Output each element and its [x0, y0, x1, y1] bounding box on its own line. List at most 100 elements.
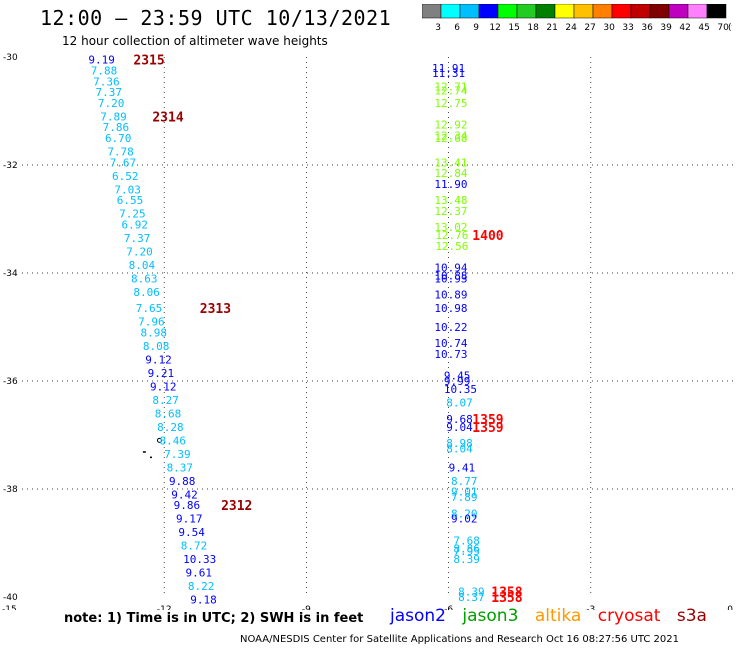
swh-value-label: 9.01	[451, 486, 478, 499]
swh-value-label: 9.88	[169, 475, 196, 488]
swh-value-label: 8.39	[453, 553, 480, 566]
swh-value-label: 8.04	[129, 259, 156, 272]
scale-label: 24	[565, 23, 577, 33]
swh-value-label: 8.98	[446, 437, 473, 450]
swh-value-label: 7.20	[98, 97, 125, 110]
scale-label: 18	[527, 23, 539, 33]
scale-label: 42	[679, 23, 690, 33]
swh-value-label: 10.98	[434, 302, 467, 315]
swh-value-label: 10.73	[434, 348, 467, 361]
time-label: 1359	[472, 421, 503, 436]
legend-s3a: s3a	[676, 606, 707, 626]
legend-jason2: jason2	[390, 606, 446, 626]
y-tick-label: -34	[3, 269, 18, 279]
swh-value-label: 10.35	[444, 383, 477, 396]
swh-value-label: 7.03	[114, 183, 140, 196]
swh-value-label: 8.22	[188, 580, 215, 593]
swh-value-label: 9.12	[145, 353, 172, 366]
y-tick-label: -40	[3, 593, 18, 603]
scale-label: 15	[508, 23, 519, 33]
swh-value-label: 9.45	[444, 370, 471, 383]
legend-jason3: jason3	[462, 606, 519, 626]
scale-label: 30	[603, 23, 615, 33]
scale-label: 3	[435, 23, 441, 33]
swh-value-label: 12.74	[434, 84, 467, 97]
swh-value-label: 7.65	[136, 302, 163, 315]
swh-value-label: 11.90	[434, 178, 467, 191]
swh-value-label: 13.41	[434, 156, 467, 169]
swh-value-label: 10.88	[434, 270, 467, 283]
swh-value-label: 8.04	[446, 443, 473, 456]
swh-value-label: 7.25	[119, 208, 146, 221]
legend-cryosat: cryosat	[597, 606, 661, 626]
swh-value-label: 12.84	[434, 167, 467, 180]
time-label: 1358	[491, 591, 522, 606]
swh-value-label: 8.68	[155, 407, 182, 420]
swh-value-label: 9.04	[446, 421, 473, 434]
swh-value-label: 8.37	[458, 591, 485, 604]
swh-value-label: 10.74	[434, 337, 467, 350]
swh-value-label: 11.91	[432, 62, 465, 75]
time-label: 1358	[491, 586, 522, 601]
x-tick-label: -9	[302, 605, 311, 610]
y-tick-label: -38	[3, 485, 18, 495]
swh-value-label: 9.02	[451, 513, 478, 526]
note-text: note: 1) Time is in UTC; 2) SWH is in fe…	[64, 611, 364, 626]
scale-label: 21	[546, 23, 557, 33]
swh-value-label: 9.21	[148, 367, 175, 380]
x-tick-label: -3	[586, 605, 595, 610]
time-label: 1359	[472, 413, 503, 428]
scale-label: 9	[473, 23, 479, 33]
swh-value-label: 13.02	[434, 221, 467, 234]
swh-value-label: 12.92	[434, 119, 467, 132]
swh-value-label: 9.68	[446, 413, 473, 426]
swh-value-label: 7.37	[95, 86, 122, 99]
scale-label: 45	[698, 23, 709, 33]
swh-value-label: 8.27	[152, 394, 179, 407]
swh-value-label: 12.68	[434, 132, 467, 145]
time-label: 2314	[152, 110, 183, 125]
swh-value-label: 8.72	[181, 540, 208, 553]
swh-value-label: 7.86	[103, 121, 130, 134]
swh-value-label: 8.98	[141, 326, 168, 339]
swh-value-label: 8.06	[133, 286, 160, 299]
swh-value-label: 8.39	[458, 586, 485, 599]
swh-value-label: 7.39	[164, 448, 191, 461]
swh-value-label: 7.37	[124, 232, 151, 245]
swh-value-label: 6.92	[122, 218, 149, 231]
scale-label: (ft)	[728, 23, 732, 33]
swh-value-label: 8.08	[143, 340, 170, 353]
swh-value-label: 12.34	[434, 129, 467, 142]
swh-value-label: 12.75	[434, 97, 467, 110]
swh-value-label: 6.52	[112, 170, 139, 183]
time-label: 2313	[200, 302, 231, 317]
swh-value-label: 8.77	[451, 475, 478, 488]
swh-value-label: 13.48	[434, 194, 467, 207]
swh-value-label: 8.46	[159, 434, 186, 447]
swh-value-label: 10.22	[434, 321, 467, 334]
scale-label: 70	[717, 23, 729, 33]
swh-value-label: 7.95	[453, 545, 480, 558]
swh-value-label: 8.20	[451, 507, 478, 520]
swh-value-label: 7.89	[100, 110, 127, 123]
x-tick-label: 0	[727, 605, 733, 610]
swh-value-label: 7.36	[93, 75, 120, 88]
swh-value-label: 8.28	[157, 421, 184, 434]
swh-value-label: 7.78	[107, 146, 134, 159]
wave-height-chart: -30-32-34-36-38-40-15 -12 -9 -6 -3 09.197.887…	[2, 53, 733, 610]
scale-label: 12	[489, 23, 500, 33]
swh-value-label: 10.89	[434, 289, 467, 302]
swh-value-label: 6.55	[117, 194, 144, 207]
swh-value-label: 9.17	[176, 513, 203, 526]
swh-value-label: 8.86	[453, 542, 480, 555]
swh-value-label: 9.86	[174, 499, 201, 512]
swh-value-label: 8.37	[167, 461, 194, 474]
footer-credit: NOAA/NESDIS Center for Satellite Applica…	[240, 634, 679, 645]
scale-label: 33	[622, 23, 633, 33]
swh-value-label: 7.68	[453, 534, 480, 547]
swh-value-label: 10.93	[434, 272, 467, 285]
swh-value-label: 9.99	[444, 375, 471, 388]
swh-value-label: 9.19	[88, 54, 115, 67]
swh-value-label: 9.18	[190, 594, 217, 607]
